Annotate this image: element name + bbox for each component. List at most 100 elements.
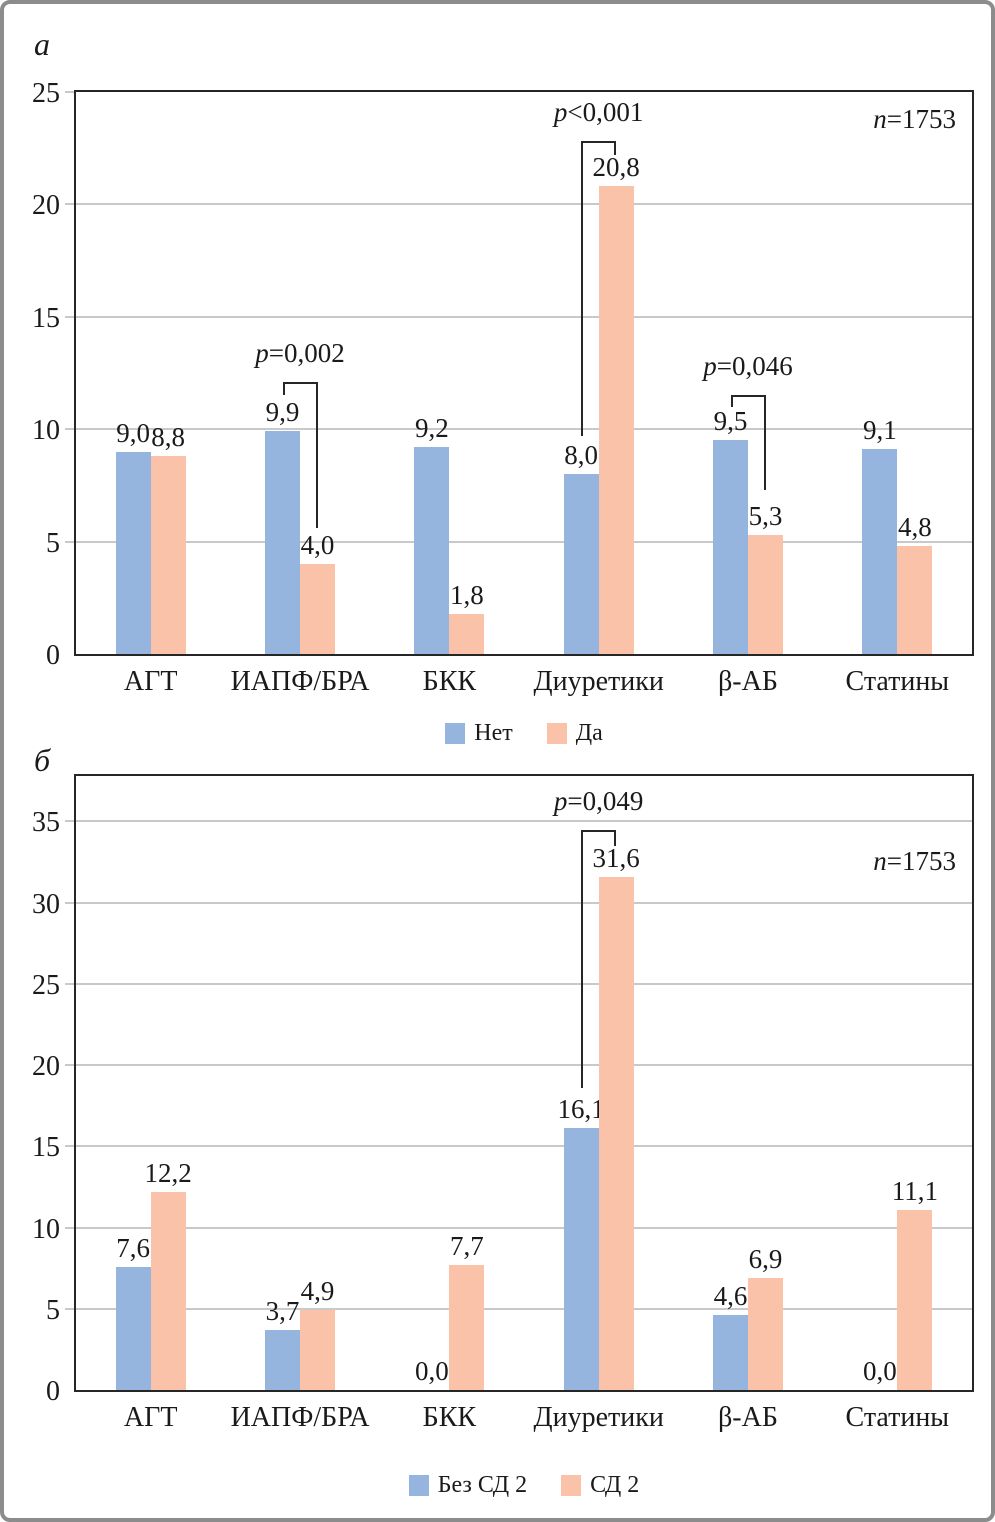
legend-entry-Нет: Нет [445, 720, 513, 746]
y-axis-label-15: 15 [32, 1132, 60, 1164]
value-label-Да-БКК: 1,8 [449, 579, 484, 610]
gridline-15 [76, 1145, 972, 1148]
italic-symbol: p [255, 337, 269, 368]
bar-Да-БКК [449, 613, 485, 654]
annotation-value: =1753 [886, 846, 956, 876]
category-label-АГТ: АГТ [123, 666, 178, 697]
bar-СД 2-БКК [449, 1264, 485, 1390]
value-label-Без СД 2-БКК: 0,0 [414, 1356, 449, 1386]
bar-Без СД 2-β-АБ [713, 1315, 748, 1390]
category-label-ИАПФ/БРА: ИАПФ/БРА [230, 666, 370, 697]
sample-size-label: n=1753 [756, 104, 956, 134]
legend-label-Нет: Нет [474, 720, 513, 746]
value-label-Да-ИАПФ/БРА: 4,0 [300, 530, 335, 561]
value-label-Да-β-АБ: 5,3 [748, 500, 783, 531]
y-tick-10 [65, 1226, 74, 1229]
legend-label-Без СД 2: Без СД 2 [437, 1472, 528, 1498]
value-label-Да-АГТ: 8,8 [151, 422, 186, 453]
italic-symbol: p [553, 785, 568, 816]
legend-swatch-Без СД 2 [408, 1474, 429, 1496]
y-tick-5 [65, 1307, 74, 1310]
y-axis-label-25: 25 [32, 78, 60, 109]
y-axis-label-30: 30 [32, 888, 60, 920]
bracket-right-β-АБ [763, 395, 766, 490]
bar-СД 2-АГТ [150, 1191, 186, 1390]
category-label-Диуретики: Диуретики [533, 1402, 664, 1433]
y-axis-label-20: 20 [32, 1051, 60, 1083]
value-label-СД 2-ИАПФ/БРА: 4,9 [300, 1276, 335, 1307]
italic-symbol: n [873, 104, 887, 134]
bracket-left-β-АБ [730, 395, 733, 407]
y-tick-25 [65, 982, 74, 985]
y-axis-label-25: 25 [32, 969, 60, 1001]
gridline-20 [76, 203, 972, 206]
bracket-left-ИАПФ/БРА [282, 381, 285, 396]
category-label-Статины: Статины [845, 666, 950, 697]
value-label-СД 2-Статины: 11,1 [891, 1175, 938, 1206]
legend-swatch-Нет [445, 722, 466, 744]
y-axis-label-10: 10 [32, 1213, 60, 1245]
value-label-СД 2-β-АБ: 6,9 [748, 1243, 783, 1274]
value-label-СД 2-Диуретики: 31,6 [592, 842, 640, 873]
value-label-Нет-БКК: 9,2 [414, 413, 449, 444]
annotation-value: <0,001 [567, 97, 644, 128]
value-label-Нет-АГТ: 9,0 [116, 417, 151, 448]
bar-Без СД 2-Диуретики [563, 1128, 599, 1390]
value-label-Да-Статины: 4,8 [897, 512, 932, 543]
italic-symbol: p [703, 351, 717, 382]
gridline-25 [76, 982, 972, 985]
y-axis-label-5: 5 [46, 527, 60, 559]
p-value-label-Диуретики: p<0,001 [479, 97, 719, 127]
y-tick-10 [65, 428, 74, 431]
gridline-20 [76, 1064, 972, 1067]
bar-Да-ИАПФ/БРА [300, 564, 335, 654]
gridline-5 [76, 540, 972, 543]
bar-Нет-Статины [862, 449, 898, 654]
annotation-value: =0,002 [268, 337, 345, 368]
bracket-right-Диуретики [614, 141, 617, 155]
y-tick-15 [65, 1145, 74, 1148]
gridline-15 [76, 315, 972, 318]
category-label-ИАПФ/БРА: ИАПФ/БРА [230, 1402, 370, 1433]
legend-swatch-Да [546, 722, 567, 744]
y-tick-25 [65, 91, 74, 93]
value-label-Да-Диуретики: 20,8 [592, 152, 640, 183]
bracket-top-β-АБ [730, 395, 766, 398]
italic-symbol: p [553, 97, 568, 128]
sample-size-label: n=1753 [756, 846, 956, 876]
plot-area-б: 0 5 10 15 20 25 30 35 7,6 12,2 АГТ 3,7 4,9 ИАПФ/БРА 0,… [32, 774, 974, 1498]
y-axis-label-0: 0 [46, 1376, 60, 1407]
value-label-Без СД 2-β-АБ: 4,6 [713, 1281, 748, 1312]
category-label-β-АБ: β-АБ [718, 666, 778, 697]
value-label-СД 2-БКК: 7,7 [449, 1230, 484, 1261]
gridline-30 [76, 901, 972, 904]
bar-Нет-АГТ [115, 451, 151, 654]
bar-Нет-β-АБ [713, 440, 748, 654]
bracket-top-Диуретики [581, 829, 617, 832]
gridline-10 [76, 1226, 972, 1229]
value-label-Нет-ИАПФ/БРА: 9,9 [265, 397, 300, 428]
value-label-Нет-β-АБ: 9,5 [713, 406, 748, 437]
gridline-5 [76, 1307, 972, 1310]
y-tick-20 [65, 1064, 74, 1067]
bar-Да-β-АБ [748, 534, 783, 654]
y-tick-20 [65, 203, 74, 206]
bar-Да-Диуретики [598, 186, 634, 654]
bracket-right-Диуретики [614, 829, 617, 846]
legend-entry-Без СД 2: Без СД 2 [408, 1472, 528, 1498]
bar-СД 2-ИАПФ/БРА [300, 1310, 335, 1390]
y-tick-15 [65, 315, 74, 318]
legend: Без СД 2 СД 2 [76, 1472, 972, 1498]
y-tick-5 [65, 540, 74, 543]
annotation-value: =1753 [886, 104, 956, 134]
italic-symbol: n [873, 846, 887, 876]
y-axis-label-5: 5 [46, 1294, 60, 1326]
bracket-right-ИАПФ/БРА [315, 381, 318, 529]
bracket-top-ИАПФ/БРА [282, 381, 318, 384]
p-value-label-Диуретики: p=0,049 [479, 786, 719, 816]
gridline-10 [76, 428, 972, 431]
legend-swatch-СД 2 [561, 1474, 582, 1496]
y-axis-label-10: 10 [32, 415, 60, 447]
y-tick-35 [65, 820, 74, 823]
